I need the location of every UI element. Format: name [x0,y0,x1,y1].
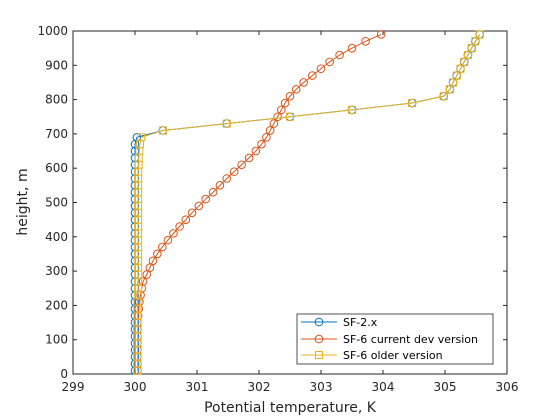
data-point [137,133,146,142]
legend-marker-2 [314,334,324,344]
legend: SF-2.x SF-6 current dev version SF-6 old… [296,313,494,365]
data-point [138,277,148,286]
y-axis-label: height, m [15,168,31,235]
series-line [136,33,382,371]
x-tick-label: 301 [186,380,209,394]
data-point [269,119,279,128]
data-point [361,36,370,46]
data-point [158,126,167,135]
data-point [175,222,184,231]
x-tick-label: 305 [434,380,457,394]
data-point [273,112,282,122]
y-tick-label: 700 [45,127,68,141]
data-point [408,99,417,108]
data-point [348,105,356,114]
x-axis-label: Potential temperature, K [204,400,377,416]
data-point [316,64,326,74]
data-point [142,270,152,279]
data-point [237,160,246,170]
y-tick-label: 300 [45,264,68,278]
data-point [153,249,162,259]
y-tick-label: 1000 [37,24,68,38]
data-point [244,153,254,163]
data-point [251,146,261,156]
x-tick-label: 299 [62,380,85,394]
y-tick-label: 0 [60,367,68,381]
series-3 [133,30,484,375]
y-axis-ticks: 0 100 200 300 400 500 600 700 800 900 1000 [37,24,507,381]
x-tick-label: 303 [310,380,333,394]
x-tick-label: 306 [496,380,519,394]
data-point [229,167,239,176]
data-point [148,256,158,266]
data-point [169,229,178,238]
data-point [257,139,266,149]
legend-marker-1 [314,317,324,327]
legend-entry-1: SF-2.x [301,316,378,329]
data-point [262,133,271,142]
data-point [215,181,225,190]
data-point [291,85,301,94]
y-tick-label: 800 [45,93,68,107]
legend-marker-3 [315,351,323,359]
data-point [194,201,204,211]
x-tick-label: 304 [372,380,395,394]
legend-label-3: SF-6 older version [343,349,443,362]
data-point [201,194,210,204]
x-tick-label: 302 [248,380,271,394]
data-point [145,263,155,272]
y-tick-label: 600 [45,161,68,175]
data-point [187,208,197,218]
data-point [335,50,344,60]
data-point [325,57,334,67]
data-point [471,37,480,46]
legend-entry-2: SF-6 current dev version [301,333,478,346]
y-tick-label: 100 [45,333,68,347]
legend-label-2: SF-6 current dev version [343,333,478,346]
data-point [280,98,290,108]
y-tick-label: 200 [45,298,68,312]
y-tick-label: 900 [45,58,68,72]
data-point [347,43,357,53]
data-point [475,30,484,39]
data-point [286,112,294,121]
data-point [299,78,308,87]
legend-entry-3: SF-6 older version [301,349,443,362]
series-layer [130,30,485,375]
data-point [222,119,231,128]
x-axis-ticks: 299 300 301 302 303 304 305 306 [62,31,519,394]
y-tick-label: 500 [45,196,68,210]
data-point [277,105,286,115]
data-point [157,242,167,252]
y-tick-label: 400 [45,230,68,244]
data-point [208,187,218,197]
x-tick-label: 300 [124,380,147,394]
data-point [181,215,191,224]
data-point [308,71,317,80]
data-point [222,174,232,183]
legend-label-1: SF-2.x [343,316,378,329]
data-point [285,91,295,101]
data-point [163,235,173,245]
data-point [376,30,386,39]
data-point [265,126,275,135]
data-point [439,92,448,101]
